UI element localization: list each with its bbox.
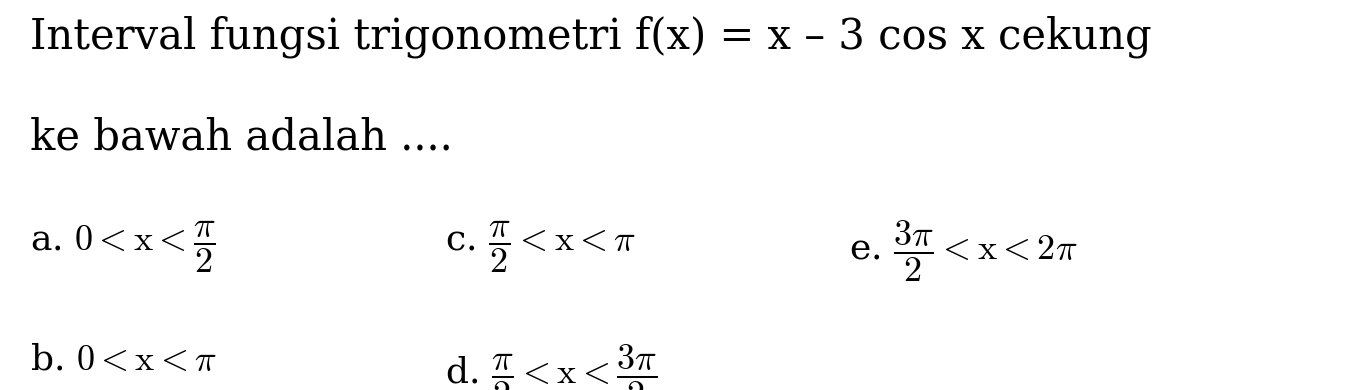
Text: e. $\dfrac{3\pi}{2} < \mathrm{x} < 2\pi$: e. $\dfrac{3\pi}{2} < \mathrm{x} < 2\pi$ <box>849 218 1078 284</box>
Text: a. $0 < \mathrm{x} < \dfrac{\pi}{2}$: a. $0 < \mathrm{x} < \dfrac{\pi}{2}$ <box>30 218 216 275</box>
Text: ke bawah adalah ....: ke bawah adalah .... <box>30 117 453 159</box>
Text: Interval fungsi trigonometri f(x) = x – 3 cos x cekung: Interval fungsi trigonometri f(x) = x – … <box>30 16 1152 58</box>
Text: d. $\dfrac{\pi}{2} < \mathrm{x} < \dfrac{3\pi}{2}$: d. $\dfrac{\pi}{2} < \mathrm{x} < \dfrac… <box>445 343 657 390</box>
Text: b. $0 < \mathrm{x} < \pi$: b. $0 < \mathrm{x} < \pi$ <box>30 343 217 377</box>
Text: c. $\dfrac{\pi}{2} < \mathrm{x} < \pi$: c. $\dfrac{\pi}{2} < \mathrm{x} < \pi$ <box>445 218 636 275</box>
